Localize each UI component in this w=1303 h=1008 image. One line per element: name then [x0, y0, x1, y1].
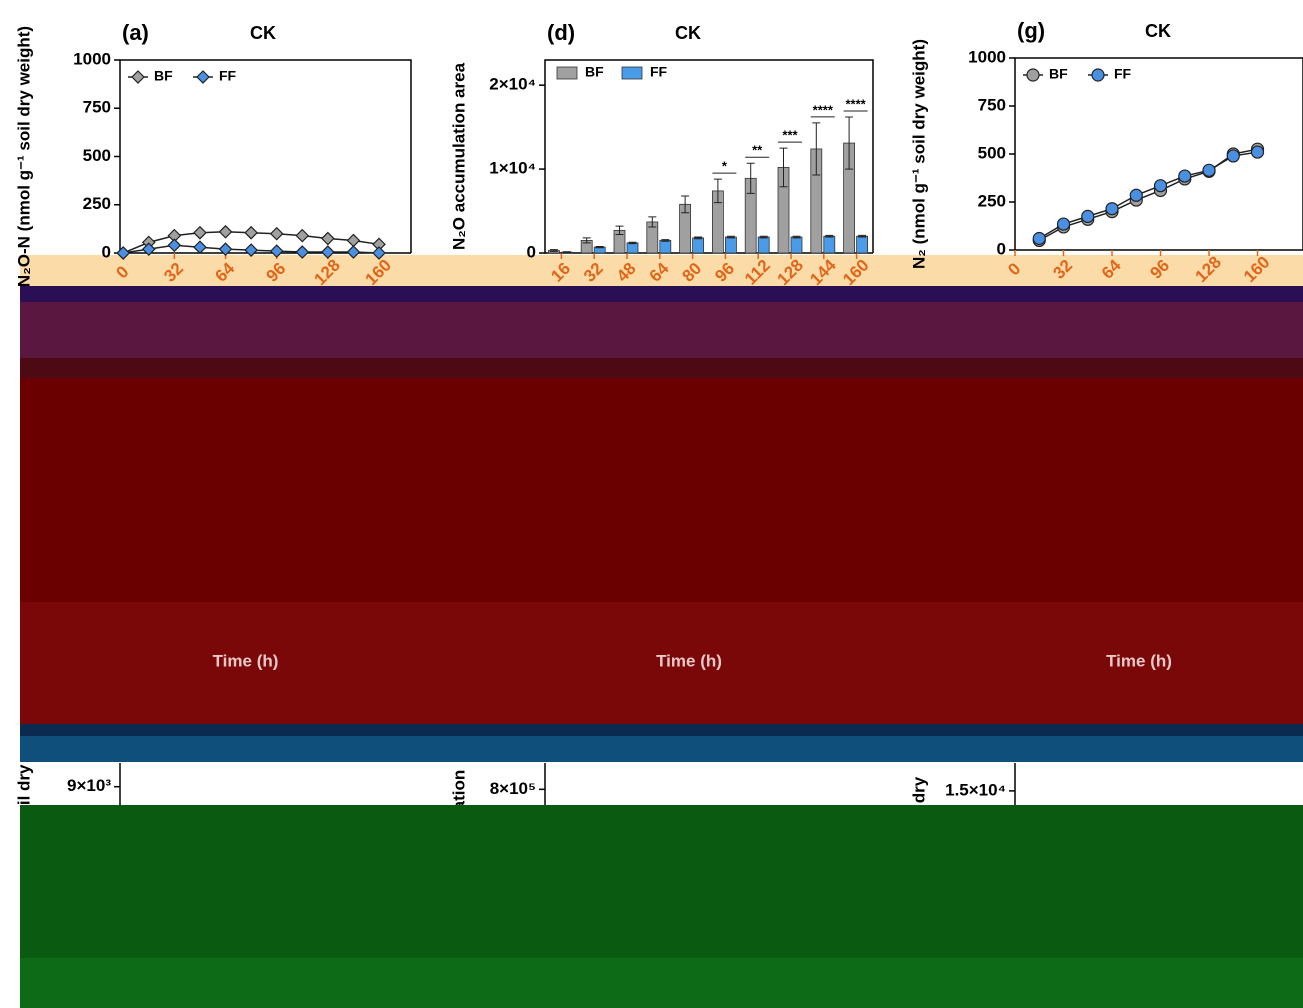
- data-point: [1033, 232, 1045, 244]
- data-point: [194, 241, 206, 253]
- data-point: [1227, 150, 1239, 162]
- significance-label: **: [752, 143, 763, 158]
- y-tick-label: 2×10⁴: [489, 75, 536, 94]
- glitch-band: [20, 286, 1303, 302]
- panel-label: (d): [547, 20, 575, 45]
- data-point: [1155, 180, 1167, 192]
- data-point: [1082, 210, 1094, 222]
- data-point: [1106, 203, 1118, 215]
- legend-label: FF: [1114, 66, 1132, 82]
- data-point: [220, 226, 232, 238]
- data-point: [1203, 164, 1215, 176]
- axis-frame: [120, 60, 411, 253]
- y-tick-label: 750: [83, 98, 111, 117]
- y-tick-label: 500: [978, 143, 1006, 162]
- x-axis-label: Time (h): [656, 651, 722, 670]
- data-point: [1130, 189, 1142, 201]
- y-tick-label: 1×10⁴: [489, 159, 536, 178]
- legend-marker: [132, 71, 144, 83]
- glitch-band: [20, 302, 1303, 358]
- legend-label: FF: [650, 64, 668, 80]
- axis-frame: [545, 60, 873, 253]
- data-point: [296, 230, 308, 242]
- legend-marker: [1027, 69, 1039, 81]
- glitch-band: [20, 736, 1303, 762]
- glitch-band: [20, 724, 1303, 736]
- glitch-band: [20, 958, 1303, 1008]
- legend-label: BF: [585, 64, 604, 80]
- panel-label: (g): [1017, 18, 1045, 43]
- y-axis-label: dry: [909, 776, 928, 803]
- bar: [857, 236, 868, 253]
- legend-label: FF: [219, 68, 237, 84]
- legend-marker: [1092, 69, 1104, 81]
- significance-label: ****: [845, 96, 866, 111]
- bar: [758, 237, 769, 253]
- glitch-band: [20, 805, 1303, 958]
- data-point: [245, 244, 257, 256]
- bar: [660, 240, 671, 253]
- legend-marker: [197, 71, 209, 83]
- y-tick-label: 0: [527, 242, 536, 261]
- chart-title: CK: [1145, 21, 1171, 41]
- data-point: [1252, 146, 1264, 158]
- data-point: [194, 227, 206, 239]
- data-point: [1058, 218, 1070, 230]
- data-point: [271, 228, 283, 240]
- panel-label: (a): [122, 20, 149, 45]
- bar: [725, 237, 736, 253]
- data-point: [168, 239, 180, 251]
- legend-swatch: [557, 67, 577, 79]
- y-tick-label: 750: [978, 95, 1006, 114]
- y-axis-label: N₂ (nmol g⁻¹ soil dry weight): [909, 39, 928, 269]
- x-axis-label: Time (h): [1106, 651, 1172, 670]
- glitch-band: [20, 378, 1303, 602]
- glitch-band: [20, 358, 1303, 378]
- y-tick-label: 1.5×10⁴: [945, 780, 1006, 799]
- legend-label: BF: [154, 68, 173, 84]
- y-tick-label: 250: [83, 194, 111, 213]
- data-point: [245, 227, 257, 239]
- data-point: [322, 233, 334, 245]
- y-tick-label: 1000: [968, 47, 1006, 66]
- y-tick-label: 0: [102, 242, 111, 261]
- y-tick-label: 250: [978, 191, 1006, 210]
- y-tick-label: 8×10⁵: [490, 779, 536, 798]
- glitch-bands: [20, 286, 1303, 1008]
- y-tick-label: 1000: [73, 49, 111, 68]
- series-line: [1039, 149, 1257, 240]
- significance-label: *: [722, 159, 728, 174]
- chart-title: CK: [250, 23, 276, 43]
- y-axis-label: ation: [449, 770, 468, 811]
- significance-label: ****: [813, 102, 834, 117]
- error-bar: [563, 252, 571, 253]
- y-tick-label: 9×10³: [67, 776, 111, 795]
- data-point: [1179, 170, 1191, 182]
- y-tick-label: 0: [997, 239, 1006, 258]
- y-axis-label: N₂O-N (nmol g⁻¹ soil dry weight): [14, 26, 33, 287]
- y-axis-label: N₂O accumulation area: [449, 62, 468, 250]
- legend-swatch: [622, 67, 642, 79]
- data-point: [347, 234, 359, 246]
- chart-title: CK: [675, 23, 701, 43]
- bar: [791, 237, 802, 253]
- significance-label: ***: [782, 128, 798, 143]
- figure: (a) CK N₂O-N (nmol g⁻¹ soil dry weight) 0 25…: [0, 0, 1303, 1008]
- x-axis-label: Time (h): [213, 651, 279, 670]
- y-tick-label: 500: [83, 146, 111, 165]
- bar: [627, 243, 638, 253]
- bar: [693, 238, 704, 253]
- bar: [824, 236, 835, 253]
- legend-label: BF: [1049, 66, 1068, 82]
